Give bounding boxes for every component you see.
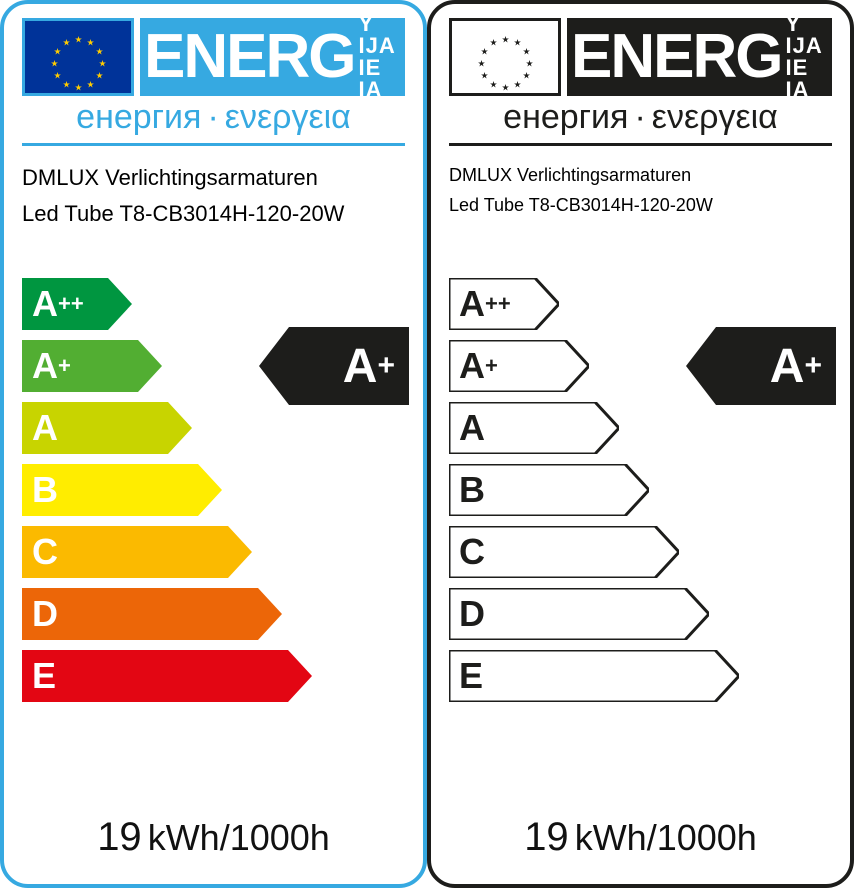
efficiency-scale: A++ A+ ABCDE A+ — [22, 278, 405, 718]
energ-main-text: ENERG — [140, 18, 354, 96]
product-manufacturer: DMLUX Verlichtingsarmaturen — [449, 160, 832, 190]
efficiency-class-label: E — [459, 650, 483, 702]
efficiency-arrow — [22, 650, 312, 702]
efficiency-class-row: D — [449, 588, 832, 640]
efficiency-scale: A++ A+ ABCDE A+ — [449, 278, 832, 718]
efficiency-class-row: A — [449, 402, 832, 454]
energy-label-bw: ENERGY IJAIE IAенергия·ενεργεια DMLUX Ver… — [427, 0, 854, 888]
efficiency-arrow — [22, 588, 282, 640]
eu-stars — [474, 26, 536, 88]
energy-consumption: 19kWh/1000h — [4, 815, 423, 860]
efficiency-class-label: A+ — [459, 340, 498, 392]
efficiency-class-row: E — [22, 650, 405, 702]
energ-wordmark: ENERGY IJAIE IA — [140, 18, 405, 96]
efficiency-class-label: B — [459, 464, 485, 516]
efficiency-class-row: E — [449, 650, 832, 702]
header-row: ENERGY IJAIE IA — [22, 18, 405, 96]
efficiency-arrow — [449, 588, 709, 640]
efficiency-class-row: C — [449, 526, 832, 578]
energy-subheading: енергия·ενεργεια — [22, 98, 405, 146]
product-manufacturer: DMLUX Verlichtingsarmaturen — [22, 160, 405, 196]
efficiency-class-row: A++ — [22, 278, 405, 330]
product-model: Led Tube T8-CB3014H-120-20W — [22, 196, 405, 232]
eu-flag — [22, 18, 134, 96]
product-model: Led Tube T8-CB3014H-120-20W — [449, 190, 832, 220]
efficiency-class-row: B — [22, 464, 405, 516]
energ-main-text: ENERG — [567, 18, 781, 96]
eu-flag — [449, 18, 561, 96]
efficiency-class-label: E — [32, 650, 56, 702]
kwh-unit: kWh/1000h — [575, 817, 757, 858]
energ-wordmark: ENERGY IJAIE IA — [567, 18, 832, 96]
efficiency-class-label: A+ — [32, 340, 71, 392]
efficiency-class-row: A — [22, 402, 405, 454]
eu-stars — [47, 26, 109, 88]
efficiency-class-label: B — [32, 464, 58, 516]
energy-label-color: ENERGY IJAIE IAенергия·ενεργεια DMLUX Ver… — [0, 0, 427, 888]
efficiency-class-label: C — [32, 526, 58, 578]
energ-side-text: Y IJAIE IA — [354, 18, 405, 96]
efficiency-class-label: A++ — [32, 278, 84, 330]
kwh-unit: kWh/1000h — [148, 817, 330, 858]
product-rating-text: A+ — [343, 327, 395, 405]
product-info: DMLUX VerlichtingsarmaturenLed Tube T8-C… — [449, 160, 832, 250]
efficiency-class-label: D — [32, 588, 58, 640]
efficiency-class-label: A++ — [459, 278, 511, 330]
efficiency-class-label: A — [32, 402, 58, 454]
efficiency-class-label: C — [459, 526, 485, 578]
efficiency-class-row: B — [449, 464, 832, 516]
energ-side-text: Y IJAIE IA — [781, 18, 832, 96]
efficiency-class-row: D — [22, 588, 405, 640]
efficiency-class-row: C — [22, 526, 405, 578]
header-row: ENERGY IJAIE IA — [449, 18, 832, 96]
product-rating-badge: A+ — [686, 327, 836, 405]
kwh-value: 19 — [524, 815, 575, 859]
product-rating-text: A+ — [770, 327, 822, 405]
product-info: DMLUX VerlichtingsarmaturenLed Tube T8-C… — [22, 160, 405, 250]
efficiency-class-row: A++ — [449, 278, 832, 330]
energy-consumption: 19kWh/1000h — [431, 815, 850, 860]
efficiency-arrow — [449, 650, 739, 702]
efficiency-class-label: A — [459, 402, 485, 454]
energy-subheading: енергия·ενεργεια — [449, 98, 832, 146]
product-rating-badge: A+ — [259, 327, 409, 405]
efficiency-class-label: D — [459, 588, 485, 640]
kwh-value: 19 — [97, 815, 148, 859]
